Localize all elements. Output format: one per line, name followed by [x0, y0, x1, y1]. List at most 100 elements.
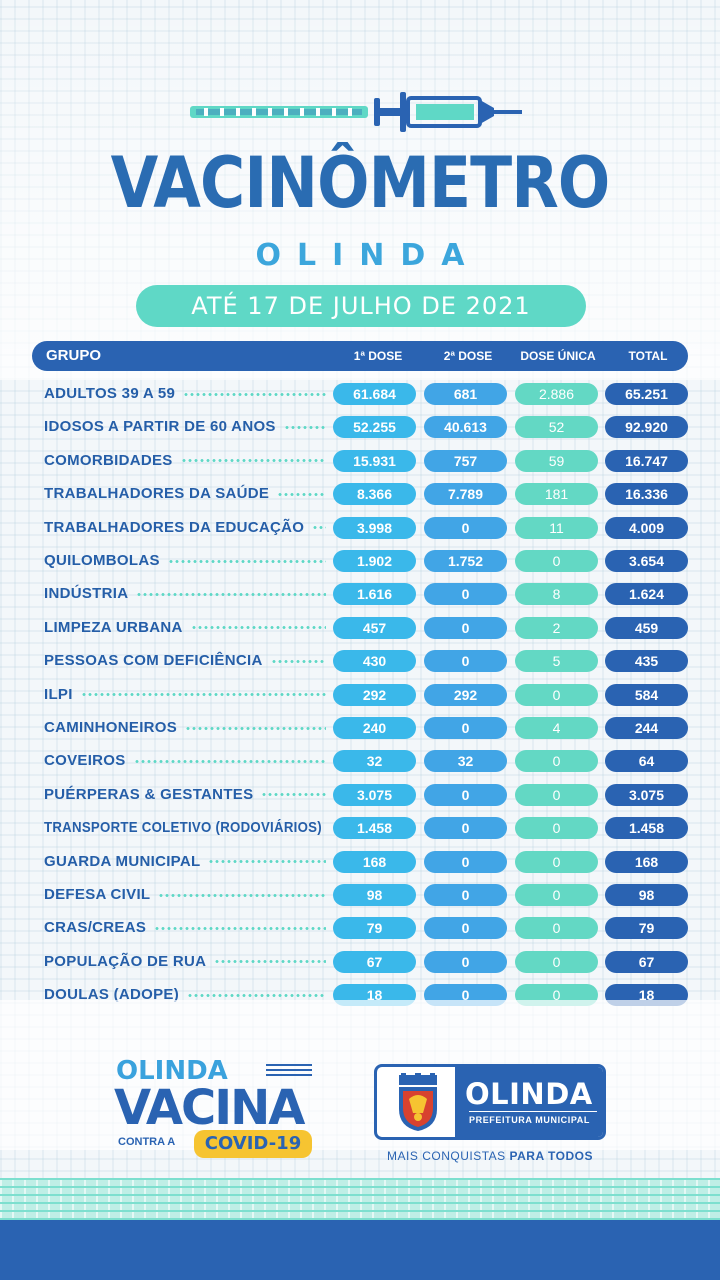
total-cell: 244: [605, 717, 688, 739]
dose2-cell: 1.752: [424, 550, 507, 572]
row-label: COVEIROS: [44, 750, 330, 772]
total-cell: 584: [605, 683, 688, 706]
dose2-cell: 0: [424, 783, 507, 806]
logo-covid-badge: COVID-19: [194, 1130, 312, 1158]
dose1-cell: 15.931: [333, 449, 416, 472]
total-cell: 65.251: [605, 383, 688, 405]
dose1-cell: 457: [333, 616, 416, 639]
page-subtitle: OLINDA: [255, 238, 481, 273]
total-cell: 79: [605, 917, 688, 940]
group-name: LIMPEZA URBANA: [44, 618, 183, 636]
dotted-leader: [277, 492, 326, 496]
dotted-leader: [154, 926, 326, 930]
dotted-leader: [190, 626, 326, 630]
table-row: DEFESA CIVIL 98 0 0 98: [0, 884, 720, 906]
dotted-leader: [261, 793, 326, 797]
table-row: PESSOAS COM DEFICIÊNCIA 430 0 5 435: [0, 650, 720, 673]
dose-unica-cell: 0: [515, 817, 598, 840]
page-title: VACINÔMETRO: [110, 142, 611, 224]
logo-lines: [266, 1064, 312, 1078]
dose1-cell: 3.998: [333, 516, 416, 539]
dotted-leader: [136, 592, 326, 596]
table-row: TRABALHADORES DA EDUCAÇÃO 3.998 0 11 4.009: [0, 516, 720, 539]
dotted-leader: [183, 392, 326, 396]
dose2-cell: 0: [424, 650, 507, 673]
dose1-cell: 430: [333, 650, 416, 673]
logo-vacina-text: VACINA: [114, 1080, 305, 1136]
dotted-leader: [185, 726, 326, 730]
syringe-icon: [190, 92, 522, 132]
dose-unica-cell: 52: [515, 416, 598, 439]
dose-unica-cell: 0: [515, 750, 598, 773]
dotted-leader: [167, 559, 326, 563]
dose-unica-cell: 4: [515, 717, 598, 739]
table-row: QUILOMBOLAS 1.902 1.752 0 3.654: [0, 550, 720, 572]
dotted-leader: [270, 659, 326, 663]
dose-unica-cell: 5: [515, 650, 598, 673]
column-header-grupo: GRUPO: [46, 347, 102, 364]
dose2-cell: 0: [424, 817, 507, 840]
row-label: GUARDA MUNICIPAL: [44, 851, 330, 873]
dose1-cell: 79: [333, 917, 416, 940]
row-label: IDOSOS A PARTIR DE 60 ANOS: [44, 416, 330, 438]
column-header-dose-unica: DOSE ÚNICA: [520, 349, 596, 363]
dose-unica-cell: 2: [515, 616, 598, 639]
dotted-leader: [133, 759, 326, 763]
row-label: CRAS/CREAS: [44, 917, 330, 939]
row-label: PUÉRPERAS & GESTANTES: [44, 784, 330, 806]
date-badge: ATÉ 17 DE JULHO DE 2021: [136, 285, 586, 327]
dose1-cell: 1.902: [333, 550, 416, 572]
column-header-dose2: 2ª DOSE: [443, 349, 493, 363]
dose2-cell: 7.789: [424, 483, 507, 506]
row-label: INDÚSTRIA: [44, 583, 330, 605]
dose-unica-cell: 8: [515, 583, 598, 606]
table-row: INDÚSTRIA 1.616 0 8 1.624: [0, 583, 720, 606]
table-row: IDOSOS A PARTIR DE 60 ANOS 52.255 40.613 52…: [0, 416, 720, 439]
table-row: CRAS/CREAS 79 0 0 79: [0, 917, 720, 940]
total-cell: 3.075: [605, 783, 688, 806]
table-row: TRANSPORTE COLETIVO (RODOVIÁRIOS) 1.458 0 0…: [0, 817, 720, 840]
dose2-cell: 0: [424, 884, 507, 906]
dose2-cell: 0: [424, 583, 507, 606]
total-cell: 168: [605, 850, 688, 873]
total-cell: 98: [605, 884, 688, 906]
dose1-cell: 98: [333, 884, 416, 906]
group-name: CRAS/CREAS: [44, 919, 147, 937]
total-cell: 3.654: [605, 550, 688, 572]
prefeitura-subtitle: PREFEITURA MUNICIPAL: [469, 1115, 590, 1125]
dose-unica-cell: 0: [515, 884, 598, 906]
row-label: CAMINHONEIROS: [44, 717, 330, 739]
logo-contra-text: CONTRA A: [118, 1136, 176, 1148]
dose1-cell: 3.075: [333, 783, 416, 806]
total-cell: 435: [605, 650, 688, 673]
total-cell: 67: [605, 950, 688, 973]
total-cell: 92.920: [605, 416, 688, 439]
dose2-cell: 40.613: [424, 416, 507, 439]
dose2-cell: 681: [424, 383, 507, 405]
table-row: GUARDA MUNICIPAL 168 0 0 168: [0, 850, 720, 873]
table-row: LIMPEZA URBANA 457 0 2 459: [0, 616, 720, 639]
dotted-leader: [187, 993, 326, 997]
dose2-cell: 0: [424, 850, 507, 873]
group-name: POPULAÇÃO DE RUA: [44, 952, 207, 970]
row-label: DOULAS (ADOPE): [44, 984, 330, 1006]
dose-unica-cell: 0: [515, 683, 598, 706]
group-name: PESSOAS COM DEFICIÊNCIA: [44, 652, 263, 670]
dose1-cell: 8.366: [333, 483, 416, 506]
dose2-cell: 292: [424, 683, 507, 706]
dose1-cell: 32: [333, 750, 416, 773]
coat-of-arms-icon: [399, 1073, 437, 1131]
column-header-dose1: 1ª DOSE: [353, 349, 403, 363]
dose1-cell: 61.684: [333, 383, 416, 405]
group-name: CAMINHONEIROS: [44, 719, 178, 736]
total-cell: 64: [605, 750, 688, 773]
total-cell: 16.747: [605, 449, 688, 472]
logo-olinda-text: OLINDA: [116, 1056, 228, 1086]
row-label: LIMPEZA URBANA: [44, 617, 330, 639]
dotted-leader: [312, 526, 326, 530]
total-cell: 1.624: [605, 583, 688, 606]
prefeitura-logo: OLINDA PREFEITURA MUNICIPAL: [374, 1064, 606, 1140]
dose2-cell: 32: [424, 750, 507, 773]
total-cell: 1.458: [605, 817, 688, 840]
dose-unica-cell: 0: [515, 550, 598, 572]
